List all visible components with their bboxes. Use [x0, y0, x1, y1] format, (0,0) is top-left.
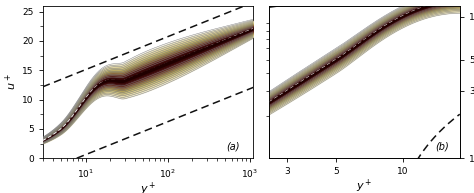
- X-axis label: $y^+$: $y^+$: [356, 178, 373, 193]
- Y-axis label: $u^+$: $u^+$: [4, 74, 19, 90]
- Text: (b): (b): [435, 141, 449, 151]
- X-axis label: $y^+$: $y^+$: [140, 181, 156, 193]
- Text: (a): (a): [226, 141, 239, 151]
